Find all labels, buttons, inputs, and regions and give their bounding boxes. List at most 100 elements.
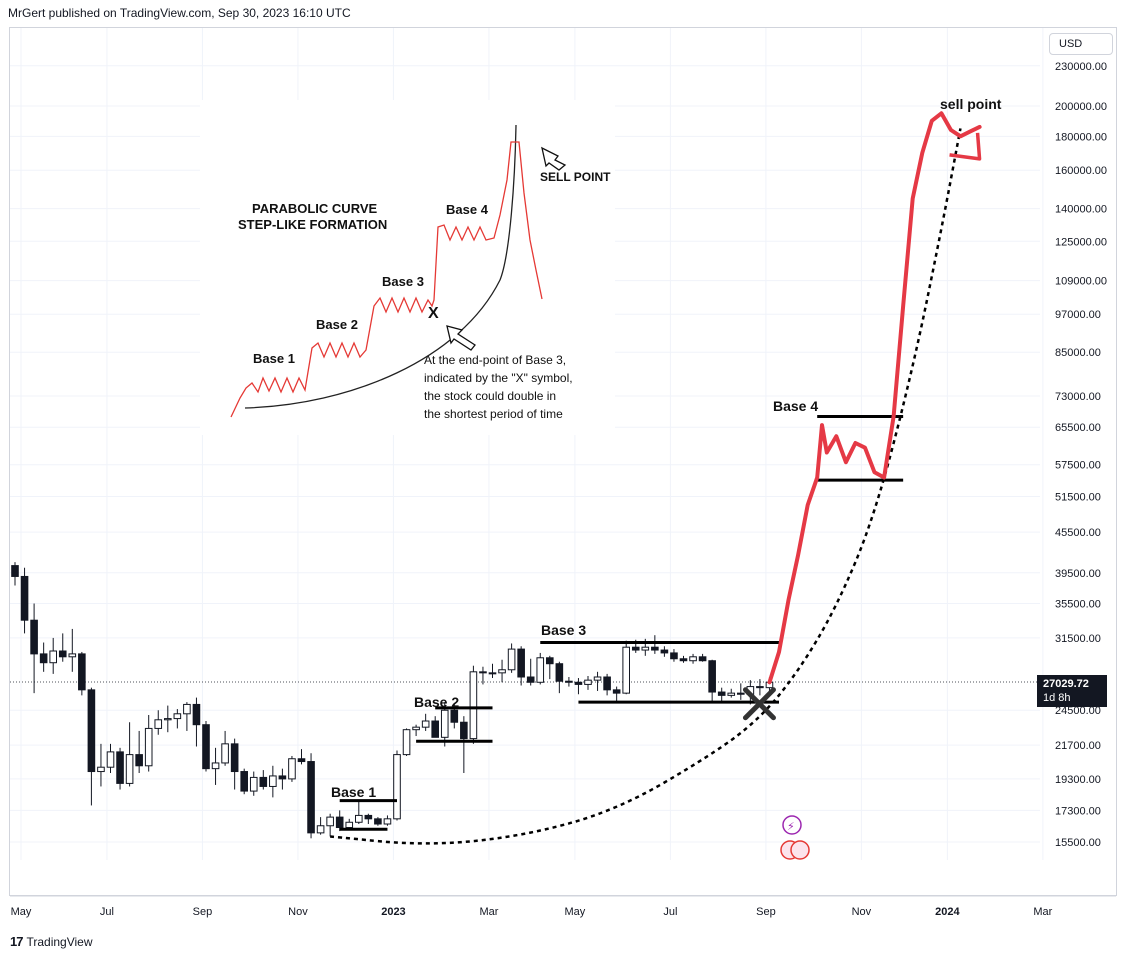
candle-body <box>440 709 449 738</box>
candle-body <box>335 816 344 829</box>
x-tick-label: Nov <box>852 906 872 918</box>
candle-body <box>78 653 86 691</box>
x-tick-label: Mar <box>1033 906 1052 918</box>
candle-body <box>555 663 564 682</box>
base-3-label: Base 3 <box>541 622 586 638</box>
candle-body <box>431 720 439 738</box>
inset-sell-arrow-icon <box>541 146 567 171</box>
y-tick-label: 160000.00 <box>1055 165 1107 177</box>
candle-body <box>202 724 210 770</box>
candle-body <box>574 681 583 685</box>
countdown: 1d 8h <box>1043 692 1071 704</box>
x-tick-label: Sep <box>756 906 776 918</box>
publish-info: MrGert published on TradingView.com, Sep… <box>8 6 351 20</box>
us-flag-icon-2 <box>790 840 810 860</box>
candle-body <box>259 776 268 787</box>
candle-body <box>737 692 745 695</box>
candle-body <box>756 686 764 689</box>
base-1-label: Base 1 <box>331 784 376 800</box>
candle-body <box>593 676 602 681</box>
candle-body <box>507 648 516 671</box>
candle-body <box>49 650 58 664</box>
y-tick-label: 51500.00 <box>1055 491 1101 503</box>
inset-parabolic-curve <box>244 124 517 409</box>
candle-body <box>97 766 105 773</box>
x-tick-label: 2023 <box>381 906 405 918</box>
candle-body <box>364 814 373 820</box>
candle-body <box>297 758 306 763</box>
projected-path <box>767 111 982 685</box>
x-tick-label: Jul <box>100 906 114 918</box>
inset-note-line2: indicated by the "X" symbol, <box>424 371 573 385</box>
y-tick-label: 57500.00 <box>1055 460 1101 472</box>
candle-body <box>565 680 573 683</box>
inset-x-mark: X <box>428 305 439 322</box>
candle-body <box>192 703 201 726</box>
candle-body <box>412 726 420 731</box>
candle-body <box>326 816 334 827</box>
inset-base-4-label: Base 4 <box>446 202 489 217</box>
candle-body <box>183 703 191 715</box>
candle-body <box>316 825 325 834</box>
candle-body <box>402 729 411 756</box>
arrow-head <box>949 132 982 161</box>
candle-body <box>30 619 38 655</box>
x-tick-label: Jul <box>663 906 677 918</box>
y-tick-label: 21700.00 <box>1055 740 1101 752</box>
candle-body <box>689 656 697 662</box>
currency-selector[interactable]: USD <box>1049 33 1113 55</box>
candle-body <box>106 751 115 768</box>
candle-body <box>651 646 659 651</box>
inset-diagram: PARABOLIC CURVE STEP-LIKE FORMATION SELL… <box>200 100 615 435</box>
candle-body <box>526 676 535 683</box>
candle-body <box>603 676 611 691</box>
inset-x-arrow-icon <box>446 325 476 351</box>
candle-body <box>393 754 401 820</box>
inset-title-line1: PARABOLIC CURVE <box>252 201 378 216</box>
event-icons: ⚡ <box>780 815 810 860</box>
annotations: Base 1 Base 2 Base 3 Base 4 sell point ⚡ <box>331 96 1002 860</box>
bolt-icon <box>782 815 802 835</box>
candle-body <box>269 775 277 787</box>
candle-body <box>307 761 315 834</box>
parabolic-curve <box>330 128 962 845</box>
y-tick-label: 200000.00 <box>1055 101 1107 113</box>
candle-body <box>58 650 67 658</box>
candle-body <box>87 689 96 773</box>
tradingview-logo-icon: 17 <box>10 934 24 949</box>
last-price-value: 27029.72 <box>1043 678 1089 690</box>
candles <box>11 562 774 839</box>
y-tick-label: 97000.00 <box>1055 309 1101 321</box>
candle-body <box>240 771 248 792</box>
candle-body <box>135 754 143 767</box>
candle-body <box>517 648 525 678</box>
base-4-label: Base 4 <box>773 398 818 414</box>
inset-note-line3: the stock could double in <box>424 389 556 403</box>
candle-body <box>288 758 296 780</box>
inset-base-3-label: Base 3 <box>382 274 424 289</box>
candle-body <box>641 646 650 651</box>
inset-price-path <box>230 141 543 418</box>
y-tick-label: 230000.00 <box>1055 61 1107 73</box>
y-tick-label: 109000.00 <box>1055 276 1107 288</box>
candle-body <box>278 775 287 780</box>
y-tick-label: 140000.00 <box>1055 204 1107 216</box>
candle-body <box>39 653 48 664</box>
candle-body <box>660 649 669 654</box>
candle-body <box>469 671 478 740</box>
candle-body <box>211 762 220 770</box>
inset-base-1-label: Base 1 <box>253 351 295 366</box>
y-tick-label: 35500.00 <box>1055 599 1101 611</box>
inset-base-2-label: Base 2 <box>316 317 358 332</box>
last-price-tag: 27029.72 1d 8h <box>1037 675 1107 707</box>
candle-body <box>460 721 468 740</box>
candle-body <box>584 679 592 685</box>
base-2-label: Base 2 <box>414 694 459 710</box>
x-axis: May Jul Sep Nov 2023 Mar May Jul Sep Nov 2024 Mar <box>10 895 1116 918</box>
inset-note-line1: At the end-point of Base 3, <box>424 353 566 367</box>
candle-body <box>536 657 545 683</box>
candle-body <box>670 652 678 660</box>
y-tick-label: 17300.00 <box>1055 805 1101 817</box>
candle-body <box>421 720 430 728</box>
